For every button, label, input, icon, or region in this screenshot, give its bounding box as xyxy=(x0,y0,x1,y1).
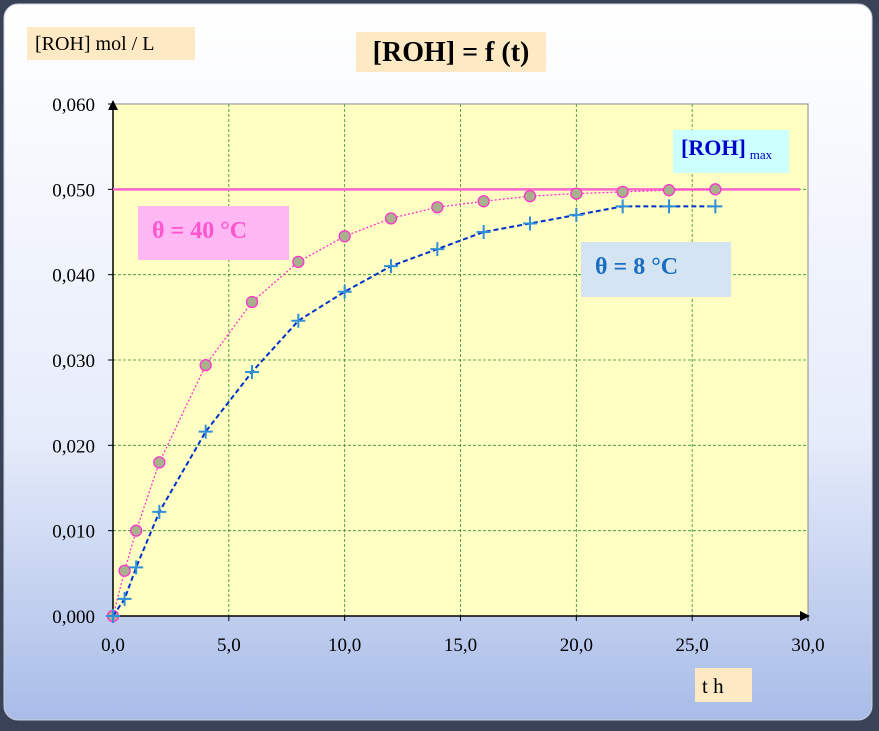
point xyxy=(384,259,398,274)
point xyxy=(129,560,144,575)
point xyxy=(662,199,676,214)
series-line xyxy=(112,188,716,617)
series-label: θ = 40 °C xyxy=(152,218,247,244)
y-tick-label: 0,010 xyxy=(52,522,95,543)
point xyxy=(118,564,131,577)
axis-arrow xyxy=(108,100,118,110)
point xyxy=(662,184,676,197)
x-label-box xyxy=(695,668,752,702)
series-line xyxy=(112,205,716,617)
point xyxy=(709,183,722,196)
point xyxy=(384,212,398,225)
y-label-box xyxy=(27,27,195,60)
x-tick-label: 30,0 xyxy=(791,635,824,656)
point xyxy=(337,284,352,299)
point xyxy=(152,504,167,519)
point xyxy=(130,524,143,537)
reference-label-sub: max xyxy=(750,147,773,162)
reference-label: [ROH] max xyxy=(681,135,773,162)
axis-arrow xyxy=(800,611,810,621)
point xyxy=(431,201,444,214)
series-label-box xyxy=(138,206,289,260)
y-tick-label: 0,060 xyxy=(52,95,95,116)
point xyxy=(615,199,630,214)
point xyxy=(153,456,166,469)
reference-label-box xyxy=(673,130,789,173)
point xyxy=(117,591,132,606)
point xyxy=(245,364,259,379)
y-tick-label: 0,020 xyxy=(52,436,95,457)
point xyxy=(476,225,491,239)
point xyxy=(523,190,537,203)
point xyxy=(430,242,445,257)
y-tick-label: 0,030 xyxy=(52,351,95,372)
y-tick-label: 0,040 xyxy=(52,266,95,287)
y-tick-label: 0,000 xyxy=(52,607,95,628)
point xyxy=(245,295,259,309)
x-tick-label: 15,0 xyxy=(444,635,477,656)
point xyxy=(708,199,723,214)
series-label-box xyxy=(581,242,731,297)
reference-label-main: [ROH] xyxy=(681,135,746,160)
point xyxy=(616,185,629,199)
point xyxy=(570,187,583,200)
x-tick-label: 0,0 xyxy=(101,635,125,656)
point xyxy=(338,230,351,243)
x-label: t h xyxy=(702,674,724,698)
x-tick-label: 25,0 xyxy=(676,635,709,656)
x-tick-label: 10,0 xyxy=(328,635,361,656)
point xyxy=(106,609,120,623)
point xyxy=(523,216,537,231)
point xyxy=(291,313,306,328)
x-tick-label: 20,0 xyxy=(560,635,593,656)
title-box xyxy=(356,32,546,72)
point xyxy=(292,255,305,269)
y-tick-label: 0,050 xyxy=(52,180,95,201)
series-label: θ = 8 °C xyxy=(595,254,678,280)
chart-title: [ROH] = f (t) xyxy=(373,37,530,68)
point xyxy=(198,424,213,439)
y-label: [ROH] mol / L xyxy=(35,33,154,55)
x-tick-label: 5,0 xyxy=(217,635,241,656)
point xyxy=(477,195,490,208)
point xyxy=(199,358,212,372)
point xyxy=(569,207,584,222)
